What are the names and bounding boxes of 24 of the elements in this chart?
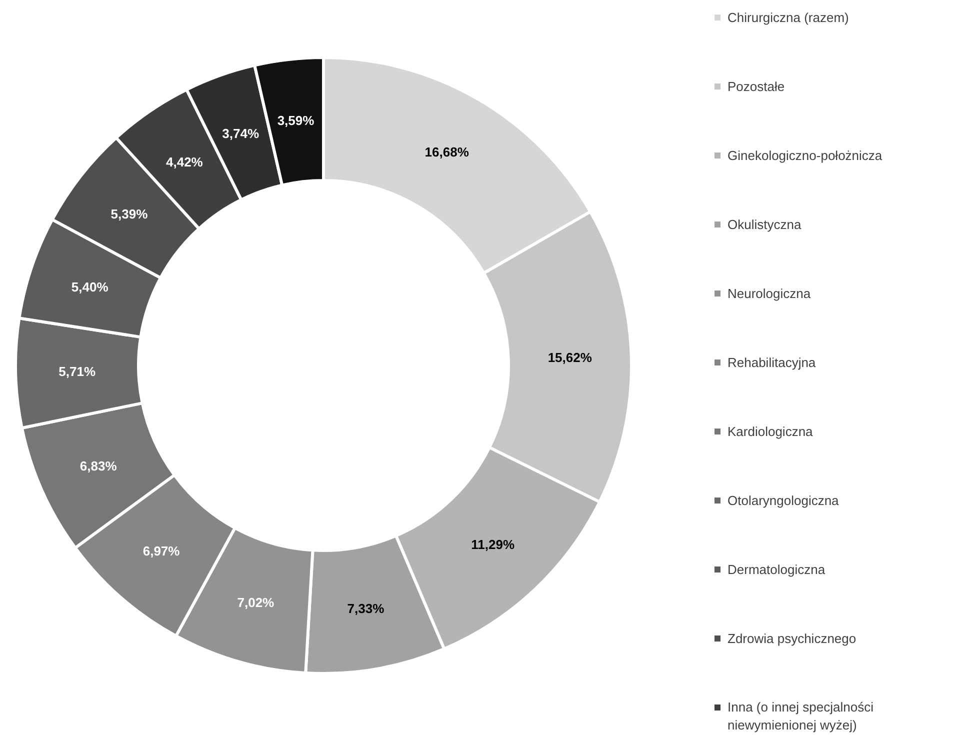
data-label: 5,71%	[58, 364, 96, 380]
legend-label: Kardiologiczna	[728, 424, 814, 439]
data-label: 16,68%	[424, 144, 470, 160]
data-label: 7,33%	[347, 600, 385, 616]
data-label: 5,39%	[110, 206, 148, 222]
legend-label: Neurologiczna	[728, 286, 812, 301]
data-label: 15,62%	[548, 350, 592, 366]
data-label: 7,02%	[237, 594, 275, 610]
data-label: 3,59%	[277, 113, 315, 128]
data-label: 3,74%	[222, 126, 260, 141]
data-label: 11,29%	[471, 537, 515, 552]
data-label: 5,40%	[71, 280, 109, 295]
legend-label: Ginekologiczno-położnicza	[728, 148, 883, 163]
legend-label: Inna (o innej specjalności niewymienionej wyżej)	[728, 700, 874, 732]
legend-label: Pozostałe	[728, 79, 785, 94]
legend-label: Okulistyczna	[728, 217, 802, 232]
legend-label: Zdrowia psychicznego	[728, 631, 856, 646]
legend-label: Dermatologiczna	[728, 562, 826, 577]
data-label: 4,42%	[166, 154, 204, 170]
legend-label: Chirurgiczna (razem)	[728, 10, 849, 25]
legend-label: Rehabilitacyjna	[728, 355, 816, 370]
data-label: 6,83%	[80, 458, 118, 474]
legend-label: Otolaryngologiczna	[728, 493, 840, 508]
data-label: 6,97%	[142, 544, 180, 559]
